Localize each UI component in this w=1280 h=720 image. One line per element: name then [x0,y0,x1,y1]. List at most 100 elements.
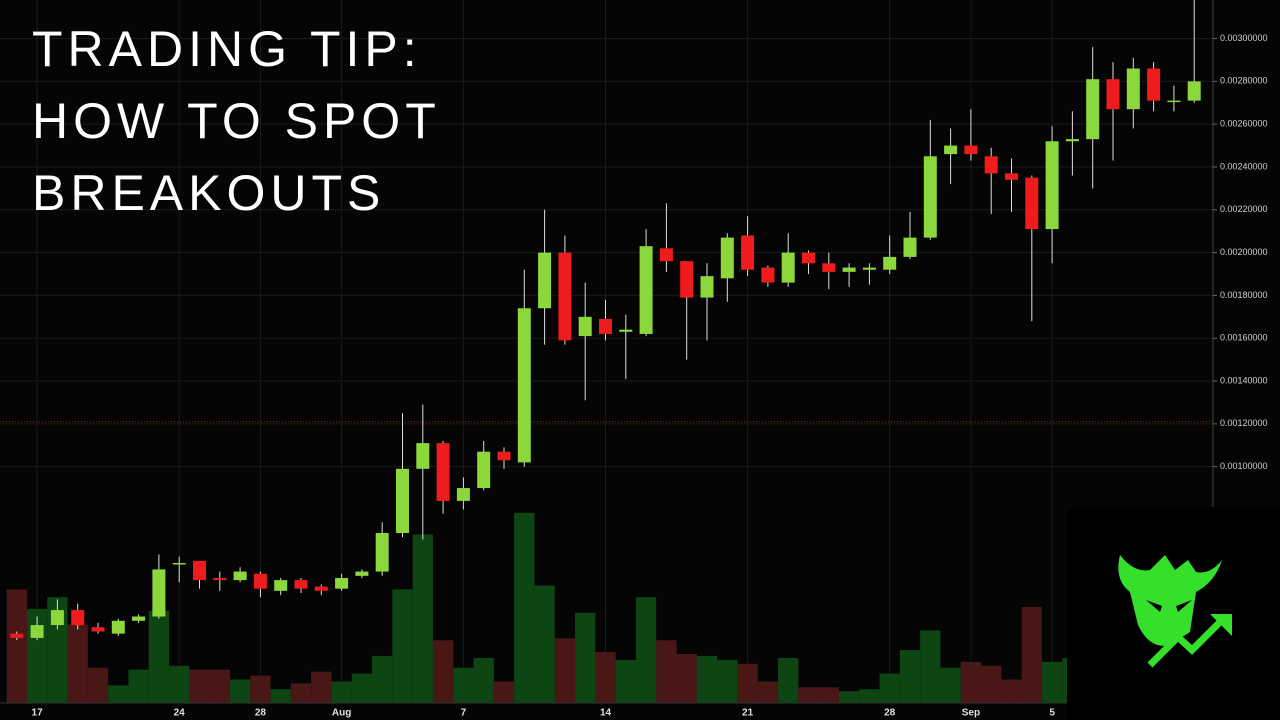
x-tick-label: 14 [600,708,612,719]
candle-body [1086,79,1100,140]
title-line: BREAKOUTS [32,165,385,221]
volume-bar [372,655,393,703]
candle-body [944,145,958,155]
candle-body [700,276,714,298]
volume-bar [534,585,555,703]
volume-bar [473,657,494,703]
volume-bar [6,589,27,703]
x-tick-label: 5 [1049,708,1055,719]
logo [1067,507,1280,720]
candle-body [1065,139,1079,142]
volume-bar [311,671,332,703]
volume-bar [514,512,535,703]
y-tick-label: 0.00200000 [1220,247,1268,257]
candle-body [1106,79,1120,110]
volume-bar [1041,661,1063,703]
candle-body [375,533,389,572]
candle-body [50,610,64,626]
candle-body [30,625,44,638]
volume-bar [899,650,921,703]
candle-body [761,267,775,283]
candle-body [822,263,836,272]
y-tick-label: 0.00180000 [1220,290,1268,300]
candle-body [253,573,267,589]
candle-body [923,156,937,238]
volume-bar [676,654,697,703]
candle-body [71,610,85,626]
volume-bar [108,685,129,703]
candle-body [842,267,856,272]
candle-body [396,468,409,534]
candle-body [456,488,470,501]
volume-bar [209,669,230,703]
candle-body [193,560,206,581]
volume-bar [453,667,474,703]
y-tick-label: 0.00300000 [1220,33,1268,43]
x-tick-label: 21 [742,708,754,719]
candle-body [91,627,105,632]
y-tick-label: 0.00240000 [1220,161,1268,171]
candle-body [599,318,612,334]
y-tick-label: 0.00220000 [1220,204,1268,214]
y-tick-label: 0.00120000 [1220,418,1268,428]
candle-body [639,246,653,334]
candle-body [619,329,633,332]
y-tick-label: 0.00100000 [1220,461,1268,471]
volume-bar [757,681,779,703]
volume-bar [778,657,799,703]
candle-body [1126,68,1140,110]
candle-body [862,267,876,270]
volume-bar [432,640,454,703]
volume-bar [981,665,1002,703]
candle-body [294,580,308,589]
candle-body [558,252,572,341]
volume-bar [229,679,251,703]
volume-bar [798,687,819,703]
axes: 0.00100000 0.00120000 0.00140000 0.00160000… [32,33,1268,719]
candle-body [10,633,24,638]
x-tick-label: 24 [174,708,186,719]
candle-body [233,571,247,581]
volume-bar [737,663,758,703]
y-tick-label: 0.00260000 [1220,119,1268,129]
volume-bar [270,689,291,703]
volume-bar [189,669,210,703]
volume-pane [6,512,1083,703]
candle-body [802,252,815,264]
y-tick-label: 0.00140000 [1220,375,1268,385]
volume-bar [960,661,982,703]
candle-body [1045,141,1059,230]
candle-body [213,577,227,581]
volume-bar [87,667,109,703]
candle-body [720,237,734,279]
candle-body [1187,81,1201,101]
logo-arrowhead [1210,614,1232,636]
candle-body [781,252,795,283]
volume-bar [940,667,961,703]
volume-bar [575,612,596,703]
volume-bar [331,681,352,703]
price-pane [0,0,1213,641]
volume-bar [250,675,271,703]
volume-bar [696,655,718,703]
volume-bar [818,687,839,703]
grid [0,0,1213,703]
candle-body [659,248,673,262]
x-tick-label: 7 [461,708,467,719]
candle-body [477,451,491,489]
x-tick-label: Aug [332,708,351,719]
candle-body [172,562,186,565]
logo-arrow [1147,617,1225,668]
candle-body [152,569,166,617]
candle-body [984,156,998,174]
y-tick-label: 0.00160000 [1220,333,1268,343]
volume-bar [128,669,149,703]
candle-body [578,316,592,337]
candle-body [964,145,978,155]
volume-bar [615,659,636,703]
candle-body [1167,100,1181,103]
candle-body [497,451,511,461]
candle-body [111,620,125,634]
candle-body [1005,173,1018,180]
